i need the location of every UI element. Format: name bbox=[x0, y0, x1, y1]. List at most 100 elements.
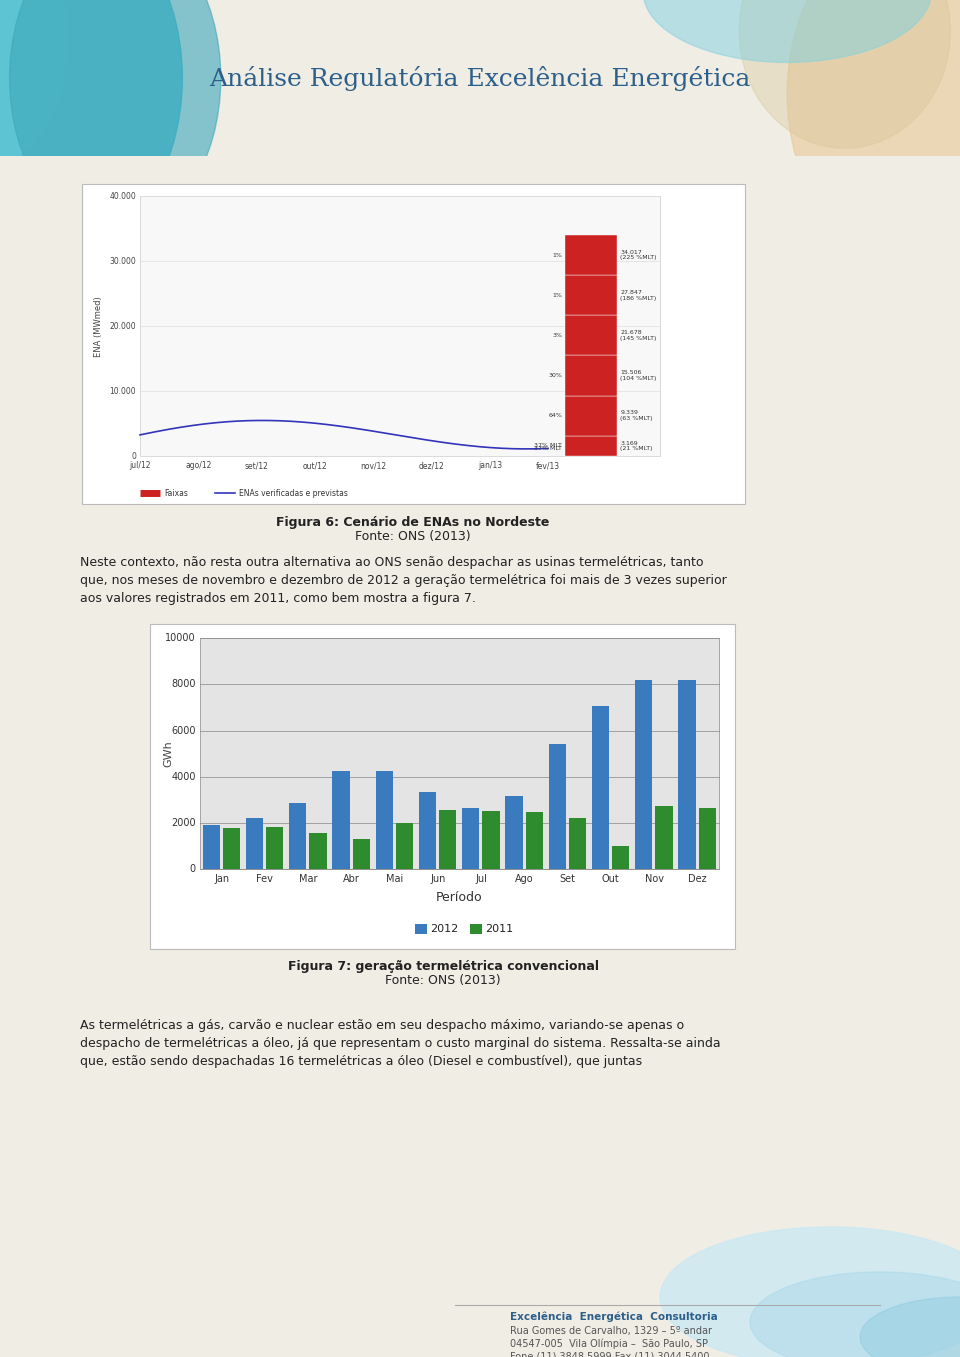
Text: que, estão sendo despachadas 16 termelétricas a óleo (Diesel e combustível), que: que, estão sendo despachadas 16 termelét… bbox=[80, 1054, 642, 1068]
Text: 2000: 2000 bbox=[172, 817, 196, 828]
Ellipse shape bbox=[787, 0, 960, 266]
Text: GWh: GWh bbox=[163, 740, 173, 767]
Bar bbox=[203, 825, 220, 868]
Bar bbox=[462, 807, 479, 868]
Text: Dez: Dez bbox=[688, 874, 707, 883]
Text: Fone (11) 3848.5999 Fax (11) 3044.5400: Fone (11) 3848.5999 Fax (11) 3044.5400 bbox=[510, 1352, 709, 1357]
Text: 4000: 4000 bbox=[172, 772, 196, 782]
Text: 1%: 1% bbox=[553, 293, 563, 297]
Text: Figura 7: geração termelétrica convencional: Figura 7: geração termelétrica convencio… bbox=[287, 961, 598, 973]
Text: 30%: 30% bbox=[548, 373, 563, 379]
Bar bbox=[375, 771, 393, 868]
Bar bbox=[140, 197, 660, 456]
Text: 10.000: 10.000 bbox=[109, 387, 136, 396]
Text: 30.000: 30.000 bbox=[109, 256, 136, 266]
Bar bbox=[569, 818, 587, 868]
Text: Fonte: ONS (2013): Fonte: ONS (2013) bbox=[385, 974, 501, 987]
Text: As termelétricas a gás, carvão e nuclear estão em seu despacho máximo, variando-: As termelétricas a gás, carvão e nuclear… bbox=[80, 1019, 684, 1031]
Bar bbox=[82, 185, 745, 505]
Text: Período: Período bbox=[436, 890, 483, 904]
Bar bbox=[309, 833, 326, 868]
Bar bbox=[150, 624, 735, 949]
Bar bbox=[612, 845, 630, 868]
Bar bbox=[565, 356, 617, 395]
Text: 3%: 3% bbox=[552, 332, 563, 338]
Text: Jun: Jun bbox=[430, 874, 445, 883]
Ellipse shape bbox=[739, 0, 950, 148]
Bar bbox=[505, 797, 522, 868]
Text: 20.000: 20.000 bbox=[109, 322, 136, 331]
Bar bbox=[565, 275, 617, 315]
Text: 3.169
(21 %MLT): 3.169 (21 %MLT) bbox=[620, 441, 653, 452]
Text: set/12: set/12 bbox=[245, 461, 269, 471]
Text: ago/12: ago/12 bbox=[185, 461, 211, 471]
Bar bbox=[200, 638, 719, 868]
Text: que, nos meses de novembro e dezembro de 2012 a geração termelétrica foi mais de: que, nos meses de novembro e dezembro de… bbox=[80, 574, 727, 588]
Text: 8000: 8000 bbox=[172, 680, 196, 689]
Text: Fev: Fev bbox=[256, 874, 274, 883]
Text: Fonte: ONS (2013): Fonte: ONS (2013) bbox=[355, 529, 470, 543]
Text: 9.339
(63 %MLT): 9.339 (63 %MLT) bbox=[620, 410, 653, 421]
Bar bbox=[246, 818, 263, 868]
Text: Rua Gomes de Carvalho, 1329 – 5º andar: Rua Gomes de Carvalho, 1329 – 5º andar bbox=[510, 1326, 712, 1337]
Text: Mar: Mar bbox=[299, 874, 318, 883]
Ellipse shape bbox=[0, 0, 67, 164]
Text: out/12: out/12 bbox=[302, 461, 327, 471]
Text: jan/13: jan/13 bbox=[478, 461, 502, 471]
Bar bbox=[679, 680, 696, 868]
Bar bbox=[223, 828, 240, 868]
Text: fev/13: fev/13 bbox=[536, 461, 561, 471]
Text: Faixas: Faixas bbox=[164, 489, 188, 498]
Text: Neste contexto, não resta outra alternativa ao ONS senão despachar as usinas ter: Neste contexto, não resta outra alternat… bbox=[80, 556, 704, 570]
Ellipse shape bbox=[750, 1272, 960, 1357]
Text: Ago: Ago bbox=[516, 874, 534, 883]
Text: nov/12: nov/12 bbox=[360, 461, 386, 471]
Text: Jan: Jan bbox=[214, 874, 229, 883]
Bar bbox=[565, 235, 617, 275]
Text: Out: Out bbox=[602, 874, 620, 883]
Bar bbox=[656, 806, 673, 868]
Text: Jul: Jul bbox=[475, 874, 487, 883]
Text: aos valores registrados em 2011, como bem mostra a figura 7.: aos valores registrados em 2011, como be… bbox=[80, 593, 476, 605]
Text: Figura 6: Cenário de ENAs no Nordeste: Figura 6: Cenário de ENAs no Nordeste bbox=[276, 516, 550, 529]
Text: Abr: Abr bbox=[343, 874, 360, 883]
Text: 2012: 2012 bbox=[430, 924, 459, 934]
Bar bbox=[565, 436, 617, 456]
Text: 40.000: 40.000 bbox=[109, 191, 136, 201]
Text: 2011: 2011 bbox=[486, 924, 514, 934]
Text: 27.847
(186 %MLT): 27.847 (186 %MLT) bbox=[620, 290, 657, 301]
Bar bbox=[419, 791, 436, 868]
Ellipse shape bbox=[643, 0, 931, 62]
Text: Mai: Mai bbox=[386, 874, 403, 883]
Bar bbox=[352, 839, 370, 868]
Ellipse shape bbox=[10, 0, 221, 235]
Bar bbox=[483, 811, 500, 868]
Bar bbox=[565, 395, 617, 436]
Text: 1%: 1% bbox=[553, 252, 563, 258]
Text: 15.506
(104 %MLT): 15.506 (104 %MLT) bbox=[620, 370, 657, 381]
Text: 10000: 10000 bbox=[165, 634, 196, 643]
Text: 37% MLT: 37% MLT bbox=[535, 444, 563, 448]
Text: Nov: Nov bbox=[644, 874, 663, 883]
Bar bbox=[548, 745, 565, 868]
Text: 64%: 64% bbox=[548, 413, 563, 418]
Ellipse shape bbox=[0, 0, 182, 266]
Text: 0: 0 bbox=[132, 452, 136, 461]
Text: Análise Regulatória Excelência Energética: Análise Regulatória Excelência Energétic… bbox=[209, 65, 751, 91]
Bar bbox=[526, 813, 543, 868]
Bar bbox=[699, 807, 716, 868]
Bar bbox=[439, 810, 456, 868]
Text: 6000: 6000 bbox=[172, 726, 196, 735]
Text: dez/12: dez/12 bbox=[419, 461, 444, 471]
Bar bbox=[332, 771, 349, 868]
Bar bbox=[266, 828, 283, 868]
Text: 0: 0 bbox=[190, 863, 196, 874]
Text: Set: Set bbox=[560, 874, 576, 883]
Text: ENA (MWmed): ENA (MWmed) bbox=[94, 296, 104, 357]
Text: 21.678
(145 %MLT): 21.678 (145 %MLT) bbox=[620, 330, 657, 341]
Bar bbox=[565, 315, 617, 356]
Text: Excelência  Energética  Consultoria: Excelência Energética Consultoria bbox=[510, 1312, 718, 1323]
Bar bbox=[592, 707, 610, 868]
Bar bbox=[289, 803, 306, 868]
Text: jul/12: jul/12 bbox=[130, 461, 151, 471]
